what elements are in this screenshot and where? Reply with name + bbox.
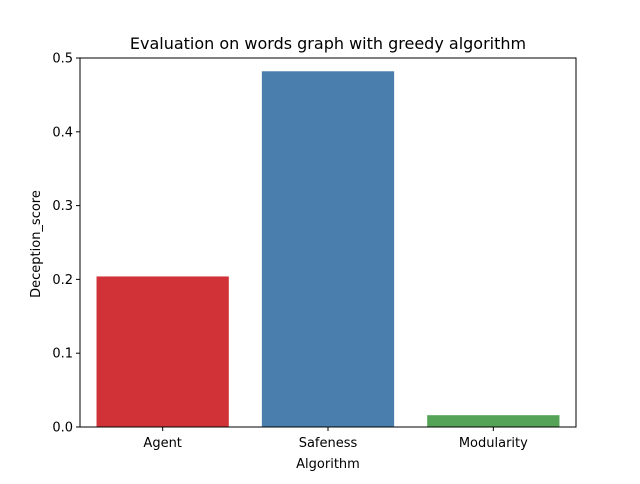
- x-axis-label: Algorithm: [296, 457, 360, 472]
- y-tick-label: 0.3: [52, 199, 73, 214]
- y-tick-label: 0.4: [52, 125, 73, 140]
- bar-modularity: [427, 415, 560, 427]
- y-axis-label: Deception_score: [29, 190, 44, 298]
- x-tick-label-safeness: Safeness: [299, 436, 358, 451]
- y-tick-label: 0.1: [52, 347, 73, 362]
- bar-agent: [96, 276, 229, 427]
- axes-layer: 0.0 0.1 0.2 0.3 0.4 0.5 Agent Safeness Modularit…: [52, 52, 577, 451]
- chart-title: Evaluation on words graph with greedy al…: [130, 34, 526, 53]
- x-tick-label-modularity: Modularity: [459, 436, 528, 451]
- x-tick-label-agent: Agent: [143, 436, 181, 451]
- y-tick-label: 0.2: [52, 273, 73, 288]
- bars-layer: [96, 71, 560, 427]
- y-tick-label: 0.0: [52, 421, 73, 436]
- y-tick-label: 0.5: [52, 52, 73, 67]
- bar-safeness: [261, 71, 395, 427]
